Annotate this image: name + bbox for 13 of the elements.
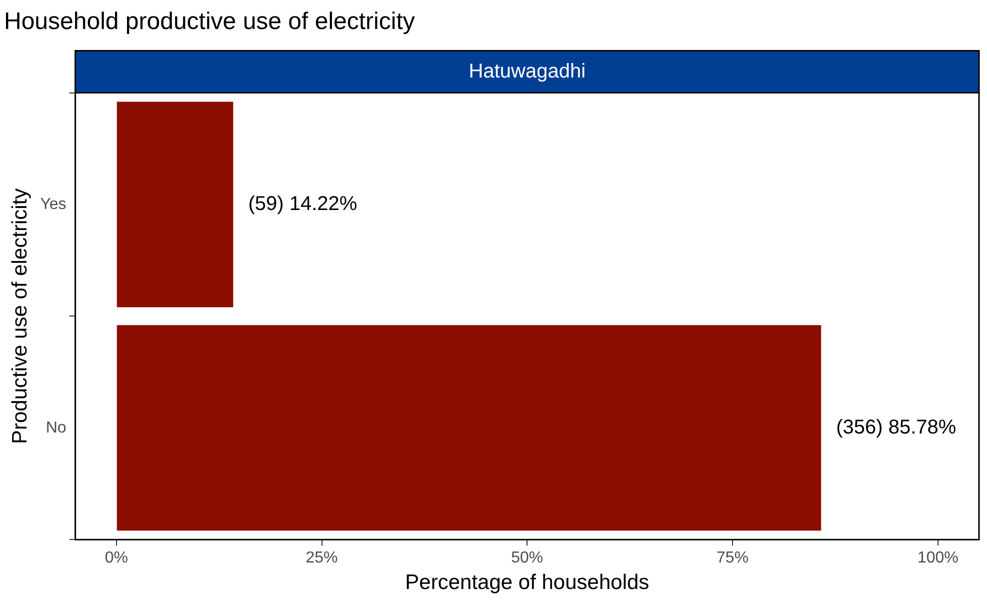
x-tick-label: 50% <box>511 550 544 567</box>
x-tick-label: 0% <box>104 550 128 567</box>
x-tick-label: 75% <box>716 550 749 567</box>
y-tick-label: Yes <box>40 196 66 213</box>
data-label: (59) 14.22% <box>248 193 358 216</box>
x-tick-label: 25% <box>306 550 338 567</box>
x-axis-title: Percentage of households <box>405 571 650 594</box>
y-axis-title: Productive use of electricity <box>8 188 32 444</box>
y-tick-label: No <box>46 419 66 436</box>
x-tick-label: 100% <box>917 550 958 567</box>
data-label: (356) 85.78% <box>836 416 956 438</box>
chart-title: Household productive use of electricity <box>4 8 415 36</box>
chart-subtitle: Hatuwagadhi <box>468 60 586 82</box>
